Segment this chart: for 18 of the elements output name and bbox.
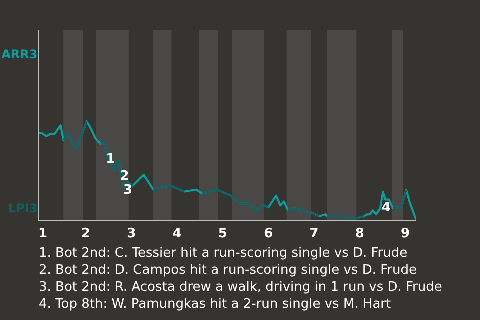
- x-tick-label: 5: [218, 226, 228, 242]
- x-tick-label: 9: [401, 226, 410, 242]
- annotation: 2: [120, 168, 130, 184]
- annotation: 3: [123, 182, 132, 198]
- text: 4. Top 8th: W. Pamungkas hit a 2-run single vs M. Hart: [39, 296, 392, 313]
- x-tick-label: 8: [355, 226, 364, 242]
- text: 2. Bot 2nd: D. Campos hit a run-scoring single vs D. Frude: [39, 262, 418, 279]
- annotation: 1: [106, 152, 116, 168]
- x-tick-label: 2: [81, 226, 90, 242]
- x-tick-label: 1: [38, 226, 48, 242]
- text: ARR3: [2, 47, 38, 62]
- annotation: 4: [382, 200, 391, 216]
- x-tick-label: 4: [172, 226, 182, 242]
- text: 3. Bot 2nd: R. Acosta drew a walk, driving in 1 run vs D. Frude: [39, 279, 442, 296]
- x-tick-label: 6: [264, 226, 274, 242]
- x-tick-label: 7: [310, 226, 319, 242]
- x-tick-label: 3: [127, 226, 136, 242]
- text: 1. Bot 2nd: C. Tessier hit a run-scoring single vs D. Frude: [39, 245, 409, 262]
